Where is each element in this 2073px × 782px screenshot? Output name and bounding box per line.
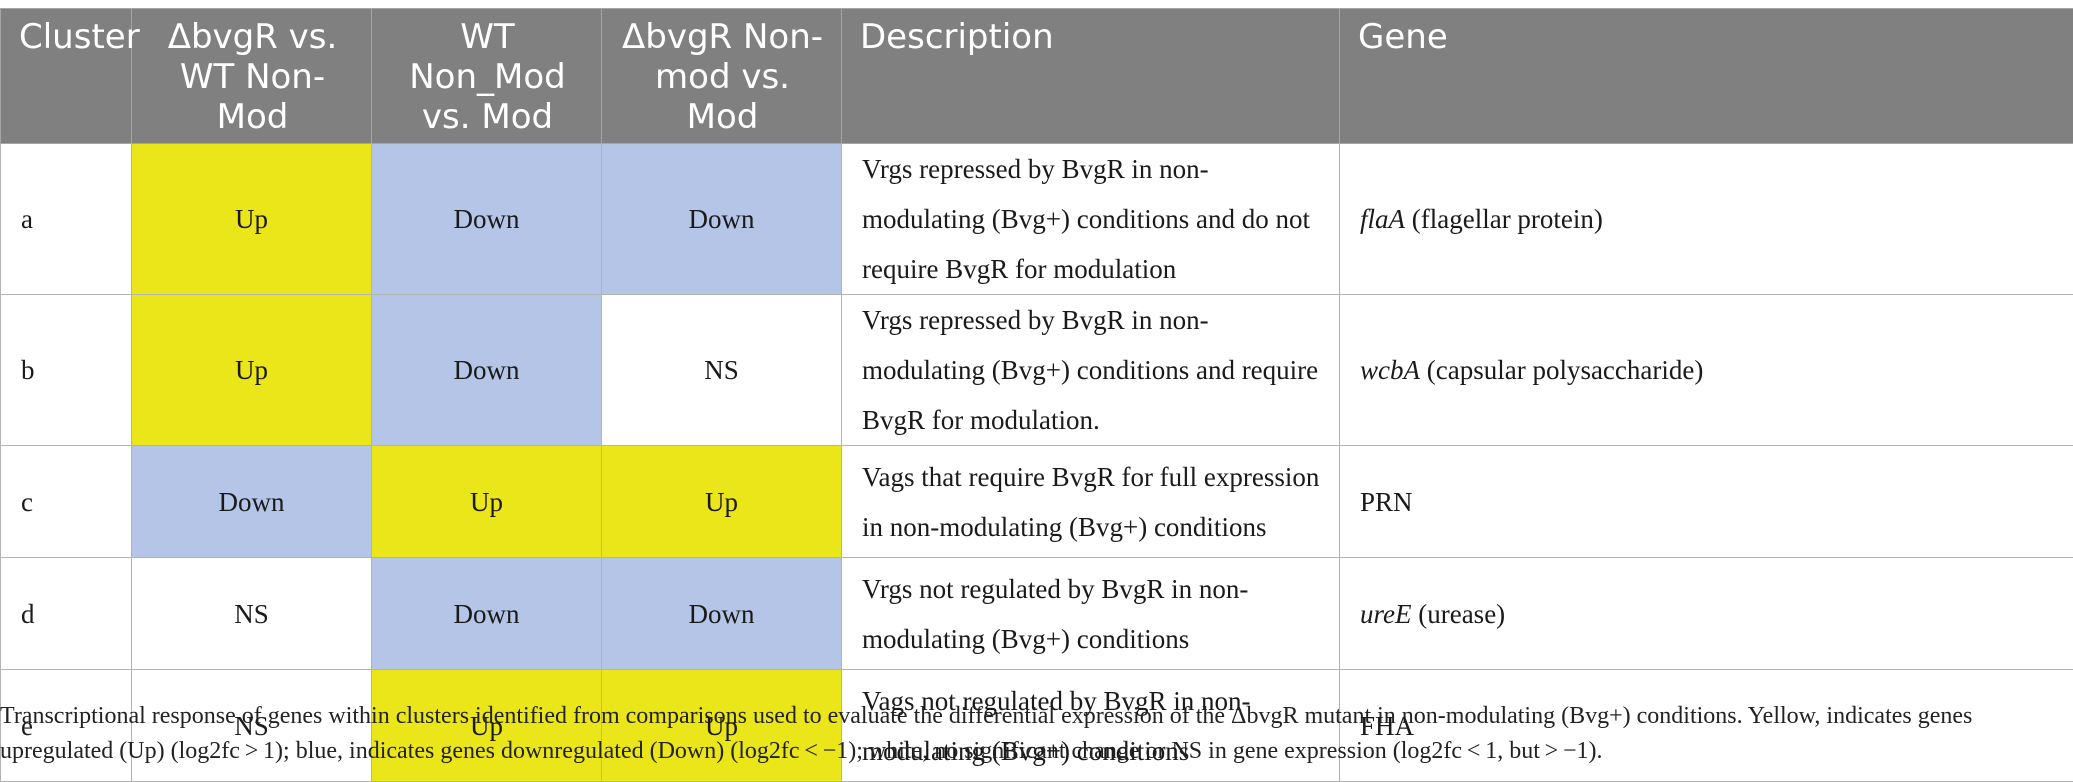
gene-symbol: wcbA — [1360, 355, 1420, 385]
description-cell: Vrgs not regulated by BvgR in non-modula… — [842, 558, 1340, 670]
table-caption: Transcriptional response of genes within… — [0, 699, 2060, 769]
wt-nonmod-vs-mod-cell: Down — [372, 558, 602, 670]
gene-cell: PRN — [1340, 446, 2073, 558]
cluster-cell: c — [1, 446, 132, 558]
gene-name: PRN — [1360, 487, 1413, 517]
description-cell: Vrgs repressed by BvgR in non-modulating… — [842, 144, 1340, 295]
description-cell: Vrgs repressed by BvgR in non-modulating… — [842, 295, 1340, 446]
header-gene: Gene — [1340, 9, 2073, 144]
header-dbvgr-nonmod-vs-mod: ΔbvgR Non-mod vs. Mod — [602, 9, 842, 144]
gene-symbol: flaA — [1360, 204, 1405, 234]
dbvgr-vs-wt-cell: NS — [132, 558, 372, 670]
dbvgr-nonmod-vs-mod-cell: Down — [602, 144, 842, 295]
cluster-cell: a — [1, 144, 132, 295]
wt-nonmod-vs-mod-cell: Up — [372, 446, 602, 558]
dbvgr-vs-wt-cell: Up — [132, 144, 372, 295]
wt-nonmod-vs-mod-cell: Down — [372, 144, 602, 295]
header-cluster: Cluster — [1, 9, 132, 144]
cluster-table: Cluster ΔbvgR vs. WT Non-Mod WT Non_Mod … — [0, 8, 2073, 782]
cluster-cell: b — [1, 295, 132, 446]
gene-name: (flagellar protein) — [1405, 204, 1603, 234]
dbvgr-nonmod-vs-mod-cell: Down — [602, 558, 842, 670]
header-row: Cluster ΔbvgR vs. WT Non-Mod WT Non_Mod … — [1, 9, 2073, 144]
gene-cell: wcbA (capsular polysaccharide) — [1340, 295, 2073, 446]
gene-name: (capsular polysaccharide) — [1420, 355, 1703, 385]
dbvgr-nonmod-vs-mod-cell: Up — [602, 446, 842, 558]
gene-symbol: ureE — [1360, 599, 1411, 629]
wt-nonmod-vs-mod-cell: Down — [372, 295, 602, 446]
header-dbvgr-vs-wt: ΔbvgR vs. WT Non-Mod — [132, 9, 372, 144]
dbvgr-vs-wt-cell: Up — [132, 295, 372, 446]
header-description: Description — [842, 9, 1340, 144]
dbvgr-vs-wt-cell: Down — [132, 446, 372, 558]
gene-name: (urease) — [1411, 599, 1505, 629]
gene-cell: ureE (urease) — [1340, 558, 2073, 670]
dbvgr-nonmod-vs-mod-cell: NS — [602, 295, 842, 446]
description-cell: Vags that require BvgR for full expressi… — [842, 446, 1340, 558]
header-wt-nonmod-vs-mod: WT Non_Mod vs. Mod — [372, 9, 602, 144]
gene-cell: flaA (flagellar protein) — [1340, 144, 2073, 295]
cluster-cell: d — [1, 558, 132, 670]
